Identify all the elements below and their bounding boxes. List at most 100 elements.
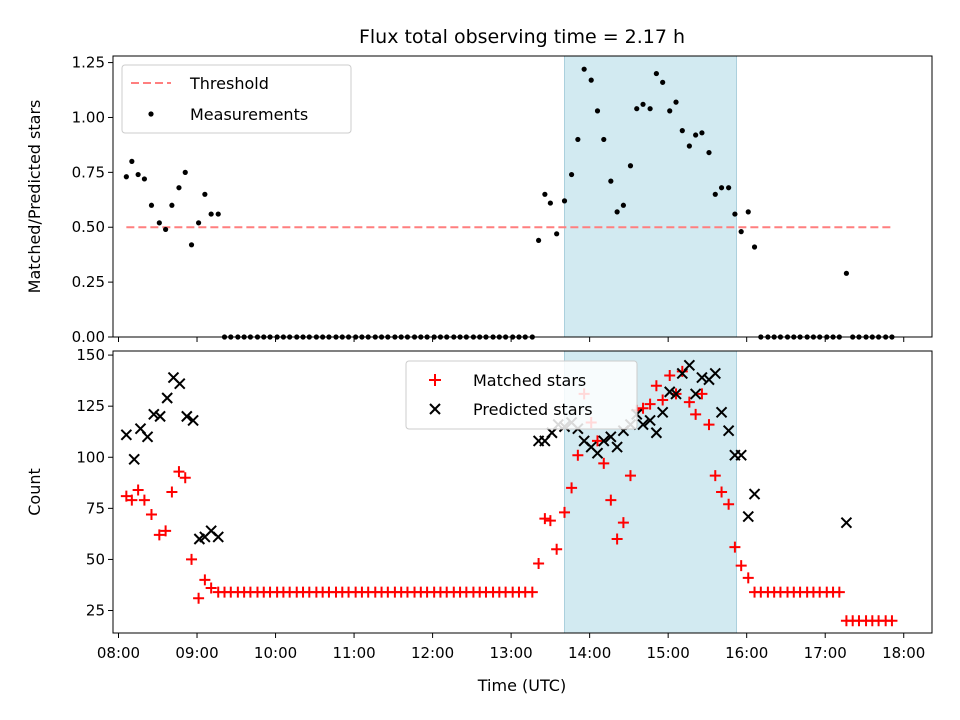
measurement-point (738, 229, 744, 235)
legend-matched-swatch (429, 374, 441, 386)
matched-star-point (591, 435, 603, 447)
predicted-star-point (187, 414, 199, 427)
measurement-points (123, 66, 895, 340)
predicted-star-point (161, 392, 173, 404)
matched-star-point (193, 592, 205, 604)
measurement-point (640, 101, 646, 107)
matched-star-point (735, 560, 747, 572)
predicted-star-point (709, 367, 721, 380)
y-tick-label: 0.00 (72, 328, 105, 346)
matched-star-point (166, 486, 178, 498)
legend-matched-label: Matched stars (473, 371, 586, 390)
x-tick-label: 08:00 (97, 644, 140, 662)
predicted-star-point (212, 531, 224, 543)
measurement-point (169, 202, 175, 208)
matched-star-point (624, 470, 636, 482)
measurement-point (718, 185, 725, 191)
y-tick-label: 125 (76, 397, 105, 415)
predicted-star-point (696, 371, 708, 384)
measurement-point (726, 185, 732, 191)
matched-star-point (559, 506, 571, 518)
predicted-star-point (664, 386, 676, 398)
predicted-star-point (181, 410, 193, 423)
legend-threshold-label: Threshold (189, 74, 269, 93)
measurement-point (123, 174, 129, 180)
y-tick-label: 50 (86, 550, 105, 568)
measurement-point (706, 149, 712, 156)
matched-star-point (703, 419, 715, 431)
x-axis-label: Time (UTC) (477, 676, 566, 695)
legend-box-top (121, 64, 352, 134)
matched-star-point (186, 553, 198, 565)
y-tick-label: 1.00 (72, 108, 105, 126)
matched-star-point (637, 402, 649, 414)
matched-star-point (676, 365, 688, 377)
axes-frame-bottom (112, 350, 933, 634)
predicted-star-point (154, 410, 166, 423)
matched-star-point (138, 494, 150, 506)
predicted-star-point (840, 516, 853, 529)
matched-star-point (886, 615, 898, 627)
y-ticks-top: 0.00 0.25 0.50 0.75 1.00 1.25 (72, 54, 113, 346)
x-tick-label: 18:00 (882, 644, 925, 662)
measurement-point (215, 211, 221, 217)
predicted-star-point (605, 431, 617, 443)
measurement-point (732, 211, 738, 217)
x-tick-label: 09:00 (175, 644, 218, 662)
matched-star-point (657, 394, 669, 406)
measurement-point (156, 220, 162, 226)
y-tick-label: 75 (86, 499, 105, 517)
measurement-point (634, 106, 640, 112)
measurement-point (660, 79, 666, 85)
measurement-point (195, 220, 202, 226)
matched-star-point (199, 574, 211, 586)
predicted-star-point (591, 447, 604, 459)
measurement-point (745, 209, 751, 215)
matched-star-point (723, 498, 735, 510)
y-tick-label: 100 (76, 448, 105, 466)
matched-star-point (644, 398, 656, 410)
legend-box-bottom (405, 360, 638, 430)
x-tick-label: 11:00 (332, 644, 375, 662)
predicted-star-point (735, 449, 747, 461)
measurement-point (601, 136, 607, 143)
x-tick-label: 15:00 (647, 644, 690, 662)
legend-predicted-label: Predicted stars (473, 400, 593, 419)
measurement-point (581, 66, 587, 72)
predicted-star-point (715, 406, 728, 419)
measurement-point (627, 163, 634, 169)
matched-star-point (533, 558, 545, 570)
x-tick-label: 14:00 (568, 644, 611, 662)
measurement-point (699, 130, 705, 136)
matched-star-point (716, 486, 728, 498)
predicted-star-point (637, 418, 649, 431)
y-tick-label: 0.25 (72, 273, 105, 291)
measurement-point (202, 191, 208, 197)
matched-star-points (120, 365, 898, 627)
matched-star-point (566, 482, 578, 494)
predicted-star-point (128, 453, 140, 466)
matched-star-point (544, 515, 556, 527)
matched-star-point (709, 470, 721, 482)
measurement-point (568, 171, 575, 178)
measurement-point (561, 198, 568, 204)
y-tick-label: 25 (86, 602, 105, 620)
matched-star-point (126, 494, 138, 506)
y-tick-label: 150 (76, 346, 105, 364)
measurement-point (129, 158, 135, 164)
matched-star-point (605, 494, 617, 506)
predicted-star-point (748, 488, 761, 500)
matched-star-point (690, 408, 702, 420)
matched-star-point (611, 533, 623, 545)
measurement-point (653, 70, 659, 77)
predicted-star-point (689, 388, 702, 400)
matched-star-point (598, 457, 610, 469)
measurement-point (188, 242, 195, 248)
predicted-star-point (742, 510, 754, 523)
legend-bottom: Matched stars Predicted stars (405, 360, 638, 430)
legend-measurements-swatch (148, 111, 154, 117)
x-tick-label: 17:00 (804, 644, 847, 662)
chart-title: Flux total observing time = 2.17 h (359, 26, 685, 48)
measurement-point (594, 108, 601, 114)
